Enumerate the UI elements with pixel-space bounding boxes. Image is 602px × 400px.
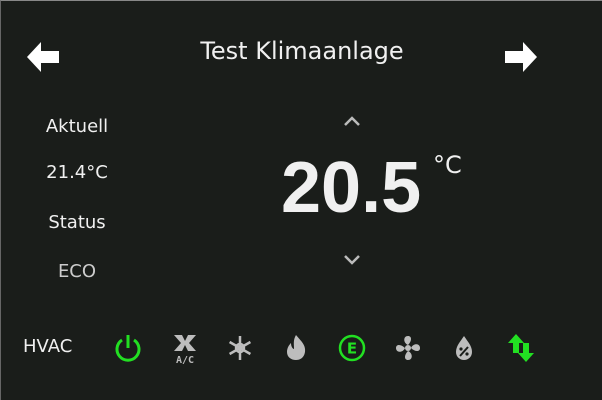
forward-button[interactable] — [503, 39, 539, 75]
auto-arrows-icon — [508, 334, 534, 362]
mode-power-button[interactable] — [113, 331, 143, 365]
hvac-label: HVAC — [23, 336, 73, 357]
eco-label: E — [347, 340, 357, 358]
snowflake-icon — [228, 336, 252, 360]
mode-dry-button[interactable] — [449, 331, 479, 365]
arrow-left-icon — [27, 42, 59, 72]
arrow-right-icon — [505, 42, 537, 72]
mode-cool-button[interactable] — [225, 331, 255, 365]
setpoint-unit: °C — [433, 151, 462, 179]
current-label: Aktuell — [45, 116, 109, 137]
ac-label: A/C — [176, 355, 194, 365]
ac-fan-icon: A/C — [174, 335, 196, 365]
mode-eco-button[interactable]: E — [337, 331, 367, 365]
setpoint-value: 20.5 — [281, 148, 422, 228]
chevron-up-icon — [344, 116, 360, 126]
status-label: Status — [48, 212, 106, 233]
eco-icon: E — [338, 334, 366, 362]
mode-heat-button[interactable] — [281, 331, 311, 365]
status-value: ECO — [57, 261, 97, 282]
fan-icon — [396, 336, 420, 360]
dry-drop-icon — [456, 336, 472, 360]
decrease-button[interactable] — [339, 252, 365, 268]
flame-icon — [287, 335, 306, 360]
chevron-down-icon — [344, 255, 360, 265]
mode-ac-button[interactable]: A/C — [170, 331, 200, 365]
page-title: Test Klimaanlage — [200, 37, 404, 65]
current-temperature: 21.4°C — [46, 162, 108, 183]
mode-auto-button[interactable] — [506, 331, 536, 365]
back-button[interactable] — [25, 39, 61, 75]
increase-button[interactable] — [339, 113, 365, 129]
power-icon — [115, 335, 141, 362]
mode-fan-button[interactable] — [393, 331, 423, 365]
